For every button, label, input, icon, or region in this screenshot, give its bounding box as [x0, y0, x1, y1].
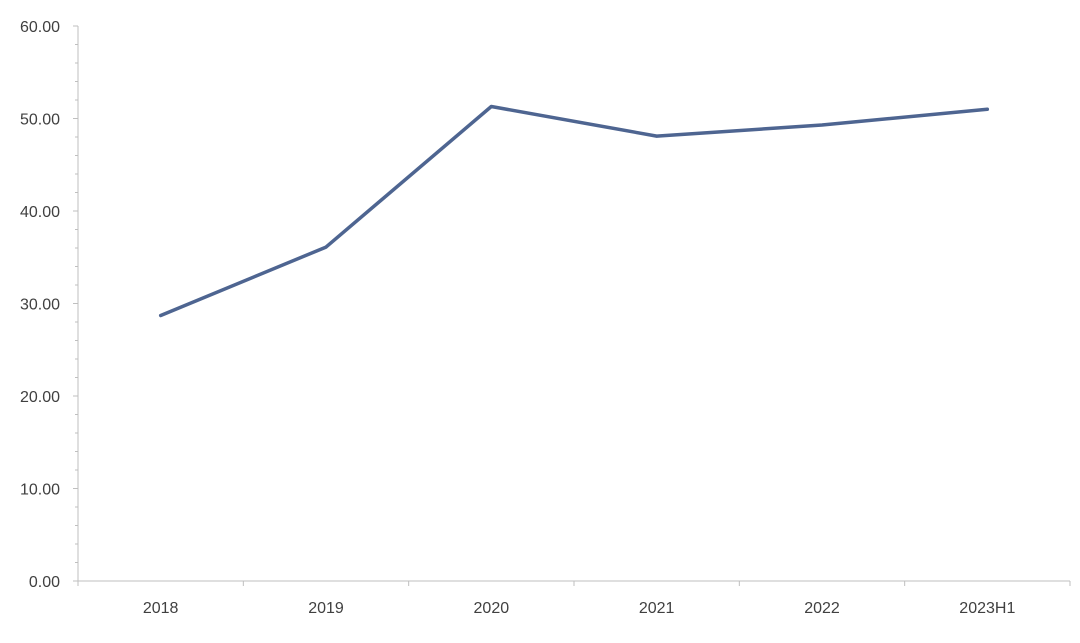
- y-tick-label: 0.00: [29, 574, 60, 591]
- data-point: [489, 104, 493, 108]
- x-tick-label: 2021: [639, 600, 675, 617]
- x-tick-label: 2023H1: [959, 600, 1015, 617]
- data-point: [324, 245, 328, 249]
- y-tick-label: 50.00: [20, 112, 60, 129]
- x-tick-label: 2020: [474, 600, 510, 617]
- series: [158, 104, 990, 318]
- y-tick-label: 60.00: [20, 19, 60, 36]
- x-tick-label: 2019: [308, 600, 344, 617]
- y-tick-label: 20.00: [20, 389, 60, 406]
- data-point: [985, 107, 989, 111]
- x-tick-label: 2022: [804, 600, 840, 617]
- x-tick-label: 2018: [143, 600, 179, 617]
- y-tick-label: 40.00: [20, 204, 60, 221]
- axes: [73, 25, 1071, 586]
- data-point: [820, 123, 824, 127]
- data-point: [159, 314, 163, 318]
- data-point: [655, 134, 659, 138]
- tick-labels: 0.00 10.00 20.00 30.00 40.00 50.00 60.00 2018 20…: [20, 19, 1016, 617]
- y-tick-label: 10.00: [20, 482, 60, 499]
- series-line: [158, 104, 990, 318]
- y-tick-label: 30.00: [20, 297, 60, 314]
